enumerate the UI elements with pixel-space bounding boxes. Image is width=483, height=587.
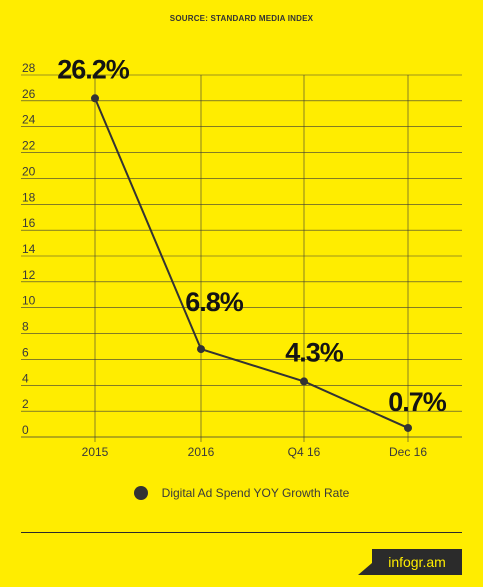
series-line xyxy=(94,97,409,429)
data-label: 4.3% xyxy=(285,337,344,367)
legend-marker xyxy=(133,486,148,500)
data-point[interactable] xyxy=(300,377,308,386)
y-tick-label: 26 xyxy=(22,87,36,101)
x-tick-label: 2016 xyxy=(188,445,215,459)
y-tick-label: 8 xyxy=(22,320,29,334)
y-tick-label: 24 xyxy=(22,113,36,127)
y-tick-label: 20 xyxy=(22,164,36,178)
y-tick-label: 14 xyxy=(22,242,36,256)
y-tick-label: 10 xyxy=(22,294,36,308)
data-label: 26.2% xyxy=(57,54,130,84)
x-tick-label: Dec 16 xyxy=(389,445,427,459)
source-caption: SOURCE: STANDARD MEDIA INDEX xyxy=(169,14,314,23)
y-tick-label: 6 xyxy=(22,345,29,359)
data-label: 0.7% xyxy=(388,387,447,417)
data-point[interactable] xyxy=(404,423,412,432)
y-tick-label: 16 xyxy=(22,216,36,230)
x-tick-label: Q4 16 xyxy=(288,445,321,459)
legend: Digital Ad Spend YOY Growth Rate xyxy=(0,486,483,500)
y-tick-label: 12 xyxy=(22,268,36,282)
data-point[interactable] xyxy=(91,94,99,103)
brand-badge-tail xyxy=(358,563,372,575)
data-label: 6.8% xyxy=(185,287,244,317)
x-tick-label: 2015 xyxy=(82,445,109,459)
data-point[interactable] xyxy=(197,345,205,354)
y-tick-label: 18 xyxy=(22,190,36,204)
y-tick-label: 22 xyxy=(22,139,36,153)
y-tick-label: 0 xyxy=(22,423,29,437)
y-tick-label: 4 xyxy=(22,371,29,385)
footer-divider xyxy=(21,532,462,533)
y-tick-label: 2 xyxy=(22,397,29,411)
y-tick-label: 28 xyxy=(22,61,36,75)
legend-label[interactable]: Digital Ad Spend YOY Growth Rate xyxy=(161,486,350,500)
infogram-brand-badge[interactable]: infogr.am xyxy=(372,549,462,575)
